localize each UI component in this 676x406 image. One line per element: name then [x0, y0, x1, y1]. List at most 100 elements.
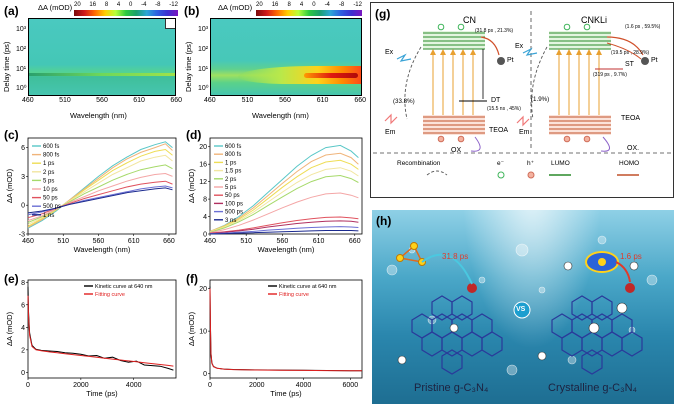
series-line [209, 216, 359, 234]
panel-f-chart: 0 2000 4000 6000 20 10 0 Time (ps) ΔA (mOD) Kinet… [187, 279, 363, 398]
legend-label: Kinetic curve at 640 nm [95, 284, 153, 290]
series-line [209, 167, 359, 233]
legend-label: 800 fs [43, 153, 59, 159]
panel-a-colorbar-ticks: 20 16 8 4 0 -4 -8 -12 [74, 2, 178, 8]
x-tick-label: 0 [26, 382, 30, 389]
series-line [209, 288, 362, 372]
cn-homo-lines [423, 116, 485, 134]
legend-homo-label: HOMO [619, 160, 640, 167]
legend-label: 800 fs [225, 152, 241, 158]
series-line [209, 220, 359, 235]
panel-g-cn-title: CN [463, 15, 476, 25]
panel-b-ytick: 10¹ [198, 66, 209, 73]
legend-electron-label: e⁻ [497, 160, 505, 167]
cnkli-pt-transfer-arrow [606, 36, 644, 56]
panel-h-label: (h) [376, 214, 392, 228]
cnkli-pt-transfer-arrow-2 [606, 42, 642, 60]
hydrogen-atom [629, 261, 639, 271]
left-absorber [398, 244, 424, 264]
plot-frame [209, 137, 363, 235]
cn-excitation-arrows [432, 51, 474, 115]
right-time-label: 1.6 ps [620, 252, 642, 261]
panel-a-label: (a) [4, 4, 19, 18]
y-axis-label: ΔA (mOD) [5, 311, 14, 346]
y-tick-label: 4 [21, 325, 25, 332]
cnkli-ox-arc [600, 136, 610, 152]
panel-d-label: (d) [186, 128, 202, 142]
x-tick-label: 510 [57, 238, 69, 245]
cn-recombination-arc [404, 46, 422, 120]
cnkli-lumo-lines [549, 32, 611, 50]
pt-nanoparticle [625, 283, 635, 293]
y-tick-label: 20 [199, 286, 207, 293]
x-tick-label: 4000 [126, 382, 142, 389]
series-line [209, 286, 362, 372]
y-tick-label: 16 [199, 162, 207, 169]
y-tick-label: 0 [21, 203, 25, 210]
left-caption: Pristine g-C₃N₄ [414, 382, 489, 394]
cn-lumo-band [423, 31, 485, 49]
panel-a-corner-marker [165, 19, 175, 29]
legend-label: 2 ps [225, 177, 236, 183]
panel-a-ytick: 10² [16, 46, 27, 53]
y-tick-label: 0 [21, 370, 25, 377]
right-transfer-arc [615, 261, 631, 283]
panel-a-ytick: 10³ [16, 26, 27, 33]
cnkli-hole [583, 135, 591, 143]
panel-b-heatmap [210, 18, 362, 96]
hydrogen-atom [537, 351, 547, 361]
cnkli-pt-particle [641, 57, 649, 65]
legend-label: 2 ps [43, 170, 54, 176]
panel-d-chart: 460 510 560 610 660 20 16 12 8 4 0 Wavelength (nm) Δ… [187, 137, 363, 254]
series-line [209, 159, 359, 233]
panel-b-label: (b) [184, 4, 200, 18]
series-line [209, 230, 359, 235]
y-tick-label: 0 [203, 232, 207, 239]
y-axis-label: ΔA (mOD) [187, 311, 196, 346]
y-tick-label: 6 [21, 302, 25, 309]
pt-nanoparticle [467, 283, 477, 293]
cn-teoa-label: TEOA [489, 127, 509, 134]
hydrogen-atom [449, 323, 459, 333]
legend-hole-circle [527, 171, 535, 179]
right-caption: Crystalline g-C₃N₄ [548, 382, 638, 394]
cn-pt-particle [497, 57, 505, 65]
legend-label: 600 fs [43, 144, 59, 150]
x-axis-label: Time (ps) [270, 389, 302, 398]
cn-ex-flash [396, 53, 412, 62]
cnkli-em-pct: (1.9%) [531, 96, 550, 103]
legend-label: 10 ps [43, 187, 58, 193]
series-line [209, 144, 359, 232]
series-line [27, 148, 173, 227]
panel-f-label: (f) [186, 272, 198, 286]
panel-a-early-band [29, 72, 175, 76]
panel-a-xticks: 460 510 560 610 660 [22, 97, 182, 104]
y-tick-label: 10 [199, 329, 207, 336]
cnkli-ex-label: Ex [515, 43, 524, 50]
cn-lumo-lines [423, 32, 485, 50]
cnkli-st-label: ST [625, 61, 634, 68]
x-tick-label: 6000 [343, 382, 359, 389]
hydrogen-atom [397, 355, 407, 365]
x-axis-label: Time (ps) [86, 389, 118, 398]
left-transfer-arc [421, 253, 473, 285]
x-tick-label: 510 [240, 238, 252, 245]
cn-pt-transfer-arrow [480, 36, 500, 56]
x-tick-label: 0 [208, 382, 212, 389]
cn-em-pct: (33.8%) [393, 98, 415, 105]
x-tick-label: 4000 [296, 382, 312, 389]
cnkli-tau2: (19.5 ps , 28.9%) [611, 50, 650, 56]
vs-text: VS [516, 306, 526, 313]
panel-b-ylabel: Delay time (ps) [184, 41, 193, 92]
legend-label: 1 ns [43, 213, 54, 219]
cn-dt-label: DT [491, 97, 501, 104]
legend-label: 500 ps [43, 204, 61, 210]
cn-em-flash [384, 113, 398, 125]
cn-ox-arc [470, 136, 481, 152]
y-tick-label: -3 [19, 232, 25, 239]
panel-a-xlabel-visible: Wavelength (nm) [70, 111, 127, 120]
legend-label: 1.5 ps [225, 169, 241, 175]
y-tick-label: 8 [203, 197, 207, 204]
x-tick-label: 460 [22, 238, 34, 245]
x-axis-label: Wavelength (nm) [258, 245, 315, 254]
